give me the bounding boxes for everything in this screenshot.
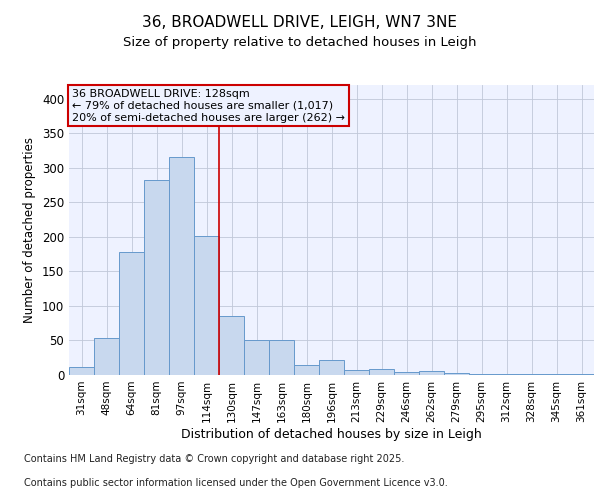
Bar — [194, 236, 219, 375]
Text: 36 BROADWELL DRIVE: 128sqm
← 79% of detached houses are smaller (1,017)
20% of s: 36 BROADWELL DRIVE: 128sqm ← 79% of deta… — [71, 90, 344, 122]
Bar — [444, 373, 469, 375]
X-axis label: Distribution of detached houses by size in Leigh: Distribution of detached houses by size … — [181, 428, 482, 440]
Bar — [219, 316, 244, 375]
Text: 36, BROADWELL DRIVE, LEIGH, WN7 3NE: 36, BROADWELL DRIVE, LEIGH, WN7 3NE — [143, 15, 458, 30]
Y-axis label: Number of detached properties: Number of detached properties — [23, 137, 37, 323]
Bar — [344, 370, 369, 375]
Bar — [69, 368, 94, 375]
Text: Contains HM Land Registry data © Crown copyright and database right 2025.: Contains HM Land Registry data © Crown c… — [24, 454, 404, 464]
Bar — [544, 374, 569, 375]
Bar — [494, 374, 519, 375]
Bar — [119, 252, 144, 375]
Bar — [319, 360, 344, 375]
Bar — [94, 338, 119, 375]
Bar — [519, 374, 544, 375]
Bar — [244, 340, 269, 375]
Bar — [469, 374, 494, 375]
Bar — [394, 372, 419, 375]
Bar — [169, 158, 194, 375]
Bar — [294, 364, 319, 375]
Text: Size of property relative to detached houses in Leigh: Size of property relative to detached ho… — [123, 36, 477, 49]
Text: Contains public sector information licensed under the Open Government Licence v3: Contains public sector information licen… — [24, 478, 448, 488]
Bar — [144, 180, 169, 375]
Bar — [419, 371, 444, 375]
Bar — [369, 370, 394, 375]
Bar — [569, 374, 594, 375]
Bar — [269, 340, 294, 375]
